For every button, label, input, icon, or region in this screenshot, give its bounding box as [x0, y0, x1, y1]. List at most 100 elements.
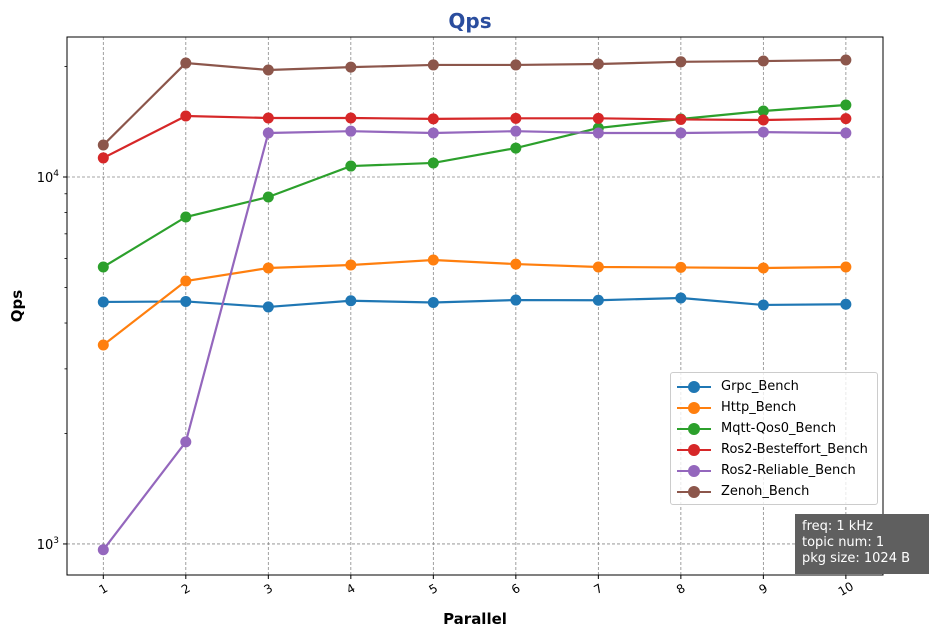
- data-point: [345, 125, 357, 137]
- data-point: [345, 112, 357, 124]
- data-point: [592, 58, 604, 70]
- x-tick-label: 7: [592, 581, 606, 597]
- annotation-box: freq: 1 kHz topic num: 1 pkg size: 1024 …: [795, 514, 929, 574]
- legend-marker: [688, 401, 700, 414]
- series-line-mqtt-qos0_bench: [102, 103, 846, 268]
- plot-frame: [66, 36, 884, 576]
- data-point: [345, 160, 357, 172]
- legend: Grpc_Bench Http_Bench Mqtt-Qos0_Bench Ros2-…: [670, 372, 878, 505]
- x-tick-label: 9: [757, 581, 771, 597]
- data-point: [592, 294, 604, 306]
- data-point: [757, 262, 769, 274]
- legend-item: Http_Bench: [671, 397, 877, 418]
- x-tick-label: 5: [427, 581, 441, 597]
- data-point: [180, 436, 192, 448]
- data-point: [840, 99, 852, 111]
- annotation-pkg: pkg size: 1024 B: [802, 551, 911, 566]
- data-point: [840, 54, 852, 66]
- annotation-topic: topic num: 1: [802, 535, 885, 550]
- y-tick-label: 104: [37, 169, 60, 186]
- series-line-http_bench: [102, 258, 846, 346]
- data-point: [97, 261, 109, 273]
- annotation-freq: freq: 1 kHz: [802, 519, 873, 534]
- x-axis-label: Parallel: [443, 610, 507, 628]
- legend-label: Http_Bench: [721, 400, 797, 415]
- y-tick-exp: 3: [53, 536, 59, 546]
- legend-swatch: [677, 464, 711, 477]
- data-point: [592, 127, 604, 139]
- x-tick-label: 8: [674, 581, 688, 597]
- data-point: [262, 262, 274, 274]
- x-tick-label: 3: [262, 581, 276, 597]
- data-point: [262, 64, 274, 76]
- data-point: [180, 110, 192, 122]
- data-point: [427, 296, 439, 308]
- data-point: [97, 339, 109, 351]
- legend-label: Ros2-Besteffort_Bench: [721, 442, 868, 457]
- y-axis-label: Qps: [8, 290, 26, 322]
- legend-marker: [688, 422, 700, 435]
- data-point: [675, 261, 687, 273]
- data-point: [840, 261, 852, 273]
- data-point: [97, 296, 109, 308]
- legend-marker: [688, 443, 700, 456]
- data-point: [840, 298, 852, 310]
- data-point: [757, 55, 769, 67]
- series-line-zenoh_bench: [102, 58, 846, 146]
- data-point: [262, 127, 274, 139]
- data-point: [510, 142, 522, 154]
- data-point: [675, 127, 687, 139]
- data-point: [675, 56, 687, 68]
- data-point: [427, 127, 439, 139]
- data-point: [427, 157, 439, 169]
- legend-label: Grpc_Bench: [721, 379, 799, 394]
- y-tick-base: 10: [37, 538, 54, 553]
- x-tick-label: 4: [344, 581, 358, 597]
- data-point: [180, 211, 192, 223]
- data-point: [592, 112, 604, 124]
- data-point: [510, 294, 522, 306]
- data-point: [840, 113, 852, 125]
- y-tick-label: 103: [37, 536, 59, 553]
- data-point: [592, 261, 604, 273]
- data-point: [757, 299, 769, 311]
- data-point: [97, 152, 109, 164]
- data-point: [757, 105, 769, 117]
- chart-title: Qps: [448, 9, 491, 33]
- x-tick-label: 1: [96, 581, 110, 597]
- data-point: [180, 275, 192, 287]
- data-point: [97, 139, 109, 151]
- x-tick-label: 10: [836, 579, 856, 599]
- y-tick-base: 10: [37, 171, 54, 186]
- x-tick-label: 6: [509, 581, 523, 597]
- legend-item: Grpc_Bench: [671, 376, 877, 397]
- legend-swatch: [677, 485, 711, 498]
- legend-marker: [688, 485, 700, 498]
- legend-marker: [688, 380, 700, 393]
- legend-swatch: [677, 443, 711, 456]
- legend-label: Ros2-Reliable_Bench: [721, 463, 856, 478]
- data-point: [510, 258, 522, 270]
- x-tick-label: 2: [179, 581, 193, 597]
- legend-label: Mqtt-Qos0_Bench: [721, 421, 837, 436]
- legend-swatch: [677, 401, 711, 414]
- data-point: [262, 301, 274, 313]
- series-line-grpc_bench: [103, 296, 846, 309]
- data-point: [180, 57, 192, 69]
- data-point: [345, 295, 357, 307]
- data-point: [427, 113, 439, 125]
- y-tick-exp: 4: [53, 169, 59, 179]
- data-point: [180, 295, 192, 307]
- legend-swatch: [677, 380, 711, 393]
- data-point: [345, 61, 357, 73]
- data-point: [510, 125, 522, 137]
- data-point: [427, 254, 439, 266]
- legend-marker: [688, 464, 700, 477]
- series-line-ros2-besteffort_bench: [102, 114, 846, 159]
- data-point: [510, 59, 522, 71]
- legend-item: Zenoh_Bench: [671, 481, 877, 502]
- data-point: [262, 112, 274, 124]
- data-point: [510, 112, 522, 124]
